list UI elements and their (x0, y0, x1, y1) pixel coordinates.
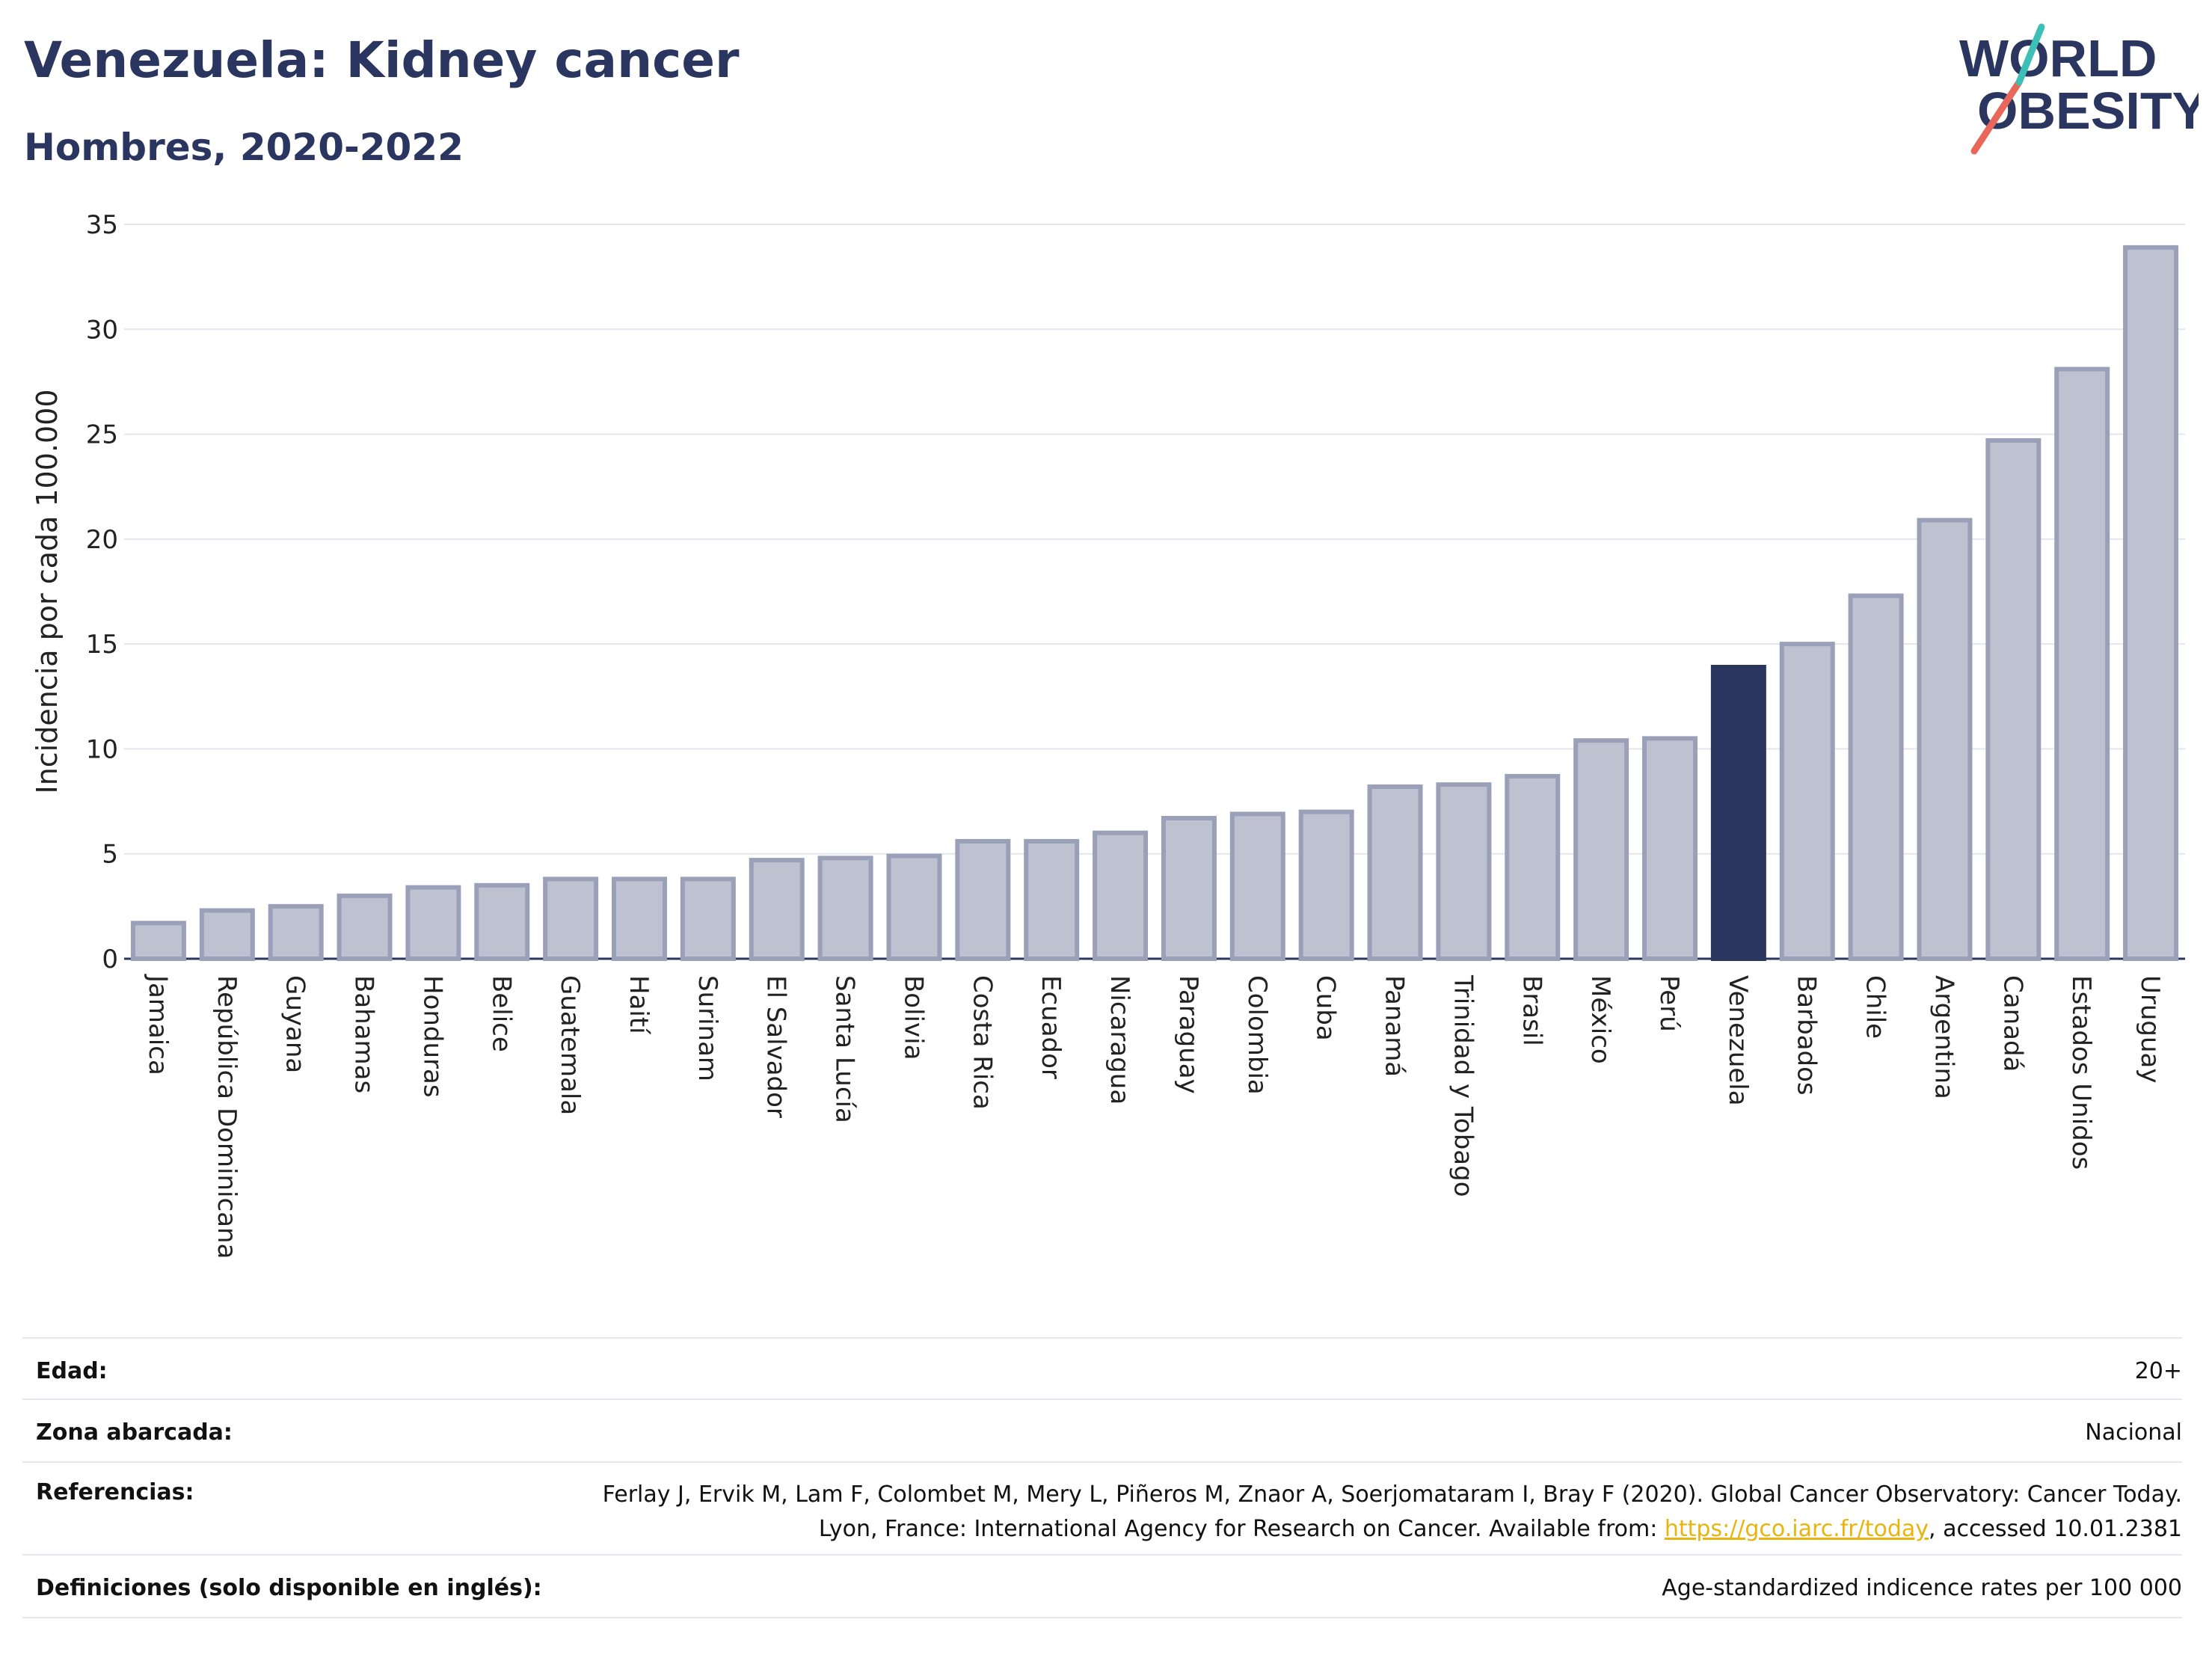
definitions-label: Definiciones (solo disponible en inglés)… (36, 1575, 542, 1601)
bar (749, 858, 805, 961)
logo-line1: WORLD (1959, 29, 2157, 87)
bar (1985, 437, 2042, 961)
x-tick-label: Venezuela (1723, 975, 1753, 1106)
y-tick-label: 30 (86, 315, 118, 345)
x-tick-label: Estados Unidos (2066, 975, 2096, 1170)
meta-row-references: Referencias: Ferlay J, Ervik M, Lam F, C… (22, 1461, 2182, 1556)
world-obesity-logo: WORLD OBESITY (1959, 23, 2199, 155)
bar (2054, 366, 2110, 961)
bar (886, 853, 942, 962)
bar (1161, 816, 1217, 962)
x-tick-label: Canadá (1997, 975, 2027, 1072)
y-tick-label: 15 (86, 630, 118, 660)
age-value: 20+ (2134, 1358, 2182, 1384)
definitions-value: Age-standardized indicence rates per 100… (1662, 1575, 2182, 1601)
y-tick-label: 25 (86, 420, 118, 450)
bar (337, 893, 393, 961)
area-label: Zona abarcada: (36, 1419, 233, 1446)
x-tick-label: Ecuador (1036, 975, 1066, 1079)
x-tick-label: Costa Rica (967, 975, 997, 1110)
meta-row-age: Edad: 20+ (22, 1337, 2182, 1400)
meta-row-area: Zona abarcada: Nacional (22, 1398, 2182, 1463)
y-tick-label: 10 (86, 734, 118, 764)
bar (130, 921, 186, 961)
x-tick-label: Uruguay (2135, 975, 2165, 1084)
bar (1298, 809, 1354, 961)
x-tick-label: Barbados (1792, 975, 1822, 1096)
x-tick-label: Brasil (1517, 975, 1546, 1046)
bar (1505, 773, 1561, 961)
x-tick-label: Colombia (1242, 975, 1272, 1095)
chart-subtitle: Hombres, 2020-2022 (24, 126, 464, 169)
bar (268, 903, 324, 961)
x-tick-label: Paraguay (1173, 975, 1203, 1094)
y-tick-label: 35 (86, 210, 118, 240)
x-tick-label: Guatemala (555, 975, 585, 1115)
bar-highlighted (1710, 665, 1766, 962)
bar (1024, 838, 1080, 961)
y-tick-label: 5 (102, 840, 118, 870)
x-tick-label: Perú (1654, 975, 1684, 1032)
bar (955, 838, 1011, 961)
references-label: Referencias: (36, 1479, 194, 1505)
bars (130, 245, 2179, 962)
age-label: Edad: (36, 1358, 108, 1384)
x-tick-label: Bolivia (898, 975, 928, 1060)
bar (612, 876, 667, 962)
x-tick-label: Nicaragua (1105, 975, 1134, 1105)
x-tick-label: Trinidad y Tobago (1448, 974, 1478, 1197)
bar (199, 908, 255, 961)
bar (1779, 642, 1835, 962)
x-tick-label: Guyana (280, 975, 310, 1073)
meta-row-definitions: Definiciones (solo disponible en inglés)… (22, 1554, 2182, 1618)
x-tick-label: Santa Lucía (830, 975, 860, 1123)
bar-chart: 0 5 10 15 20 25 30 35 Jamaica República Dominica… (31, 210, 2185, 1259)
bar (543, 876, 599, 962)
bar (1229, 811, 1285, 961)
x-tick-labels: Jamaica República Dominicana Guyana Bahamas… (143, 974, 2165, 1259)
y-tick-labels: 0 5 10 15 20 25 30 35 (86, 210, 118, 974)
bar (1917, 518, 1973, 961)
x-tick-label: Jamaica (143, 974, 173, 1075)
grid-lines (124, 224, 2185, 960)
bar (2123, 245, 2179, 961)
bar (817, 856, 873, 962)
references-text: Ferlay J, Ervik M, Lam F, Colombet M, Me… (602, 1481, 2182, 1542)
y-tick-label: 20 (86, 525, 118, 555)
bar (405, 885, 461, 961)
x-tick-label: República Dominicana (212, 975, 242, 1259)
x-tick-label: Belice (486, 975, 516, 1052)
references-accessed: , accessed 10.01.2381 (1929, 1516, 2182, 1542)
bar (1436, 782, 1492, 962)
area-value: Nacional (2085, 1419, 2182, 1446)
x-tick-label: Panamá (1380, 975, 1410, 1077)
logo-slash-coral (1970, 79, 2023, 155)
chart-title: Venezuela: Kidney cancer (24, 31, 740, 89)
bar (1093, 830, 1149, 962)
x-tick-label: Bahamas (349, 975, 379, 1093)
references-link[interactable]: https://gco.iarc.fr/today (1664, 1516, 1929, 1542)
bar (1848, 593, 1904, 962)
x-tick-label: El Salvador (761, 975, 791, 1118)
x-tick-label: Honduras (417, 975, 447, 1098)
y-axis-label: Incidencia por cada 100.000 (31, 389, 64, 793)
bar (680, 876, 736, 962)
y-tick-label: 0 (102, 945, 118, 974)
x-tick-label: Argentina (1929, 975, 1958, 1099)
bar (1367, 784, 1423, 962)
x-tick-label: Cuba (1311, 975, 1341, 1041)
x-tick-label: Haití (624, 975, 654, 1035)
x-tick-label: México (1585, 975, 1615, 1064)
bar (1573, 738, 1629, 961)
references-value: Ferlay J, Ervik M, Lam F, Colombet M, Me… (574, 1478, 2182, 1547)
table-bottom-rule (22, 1617, 2182, 1618)
x-tick-label: Surinam (692, 975, 722, 1081)
bar (474, 882, 530, 961)
bar (1642, 736, 1698, 962)
x-tick-label: Chile (1861, 975, 1890, 1039)
logo-slash-teal (2015, 23, 2045, 86)
